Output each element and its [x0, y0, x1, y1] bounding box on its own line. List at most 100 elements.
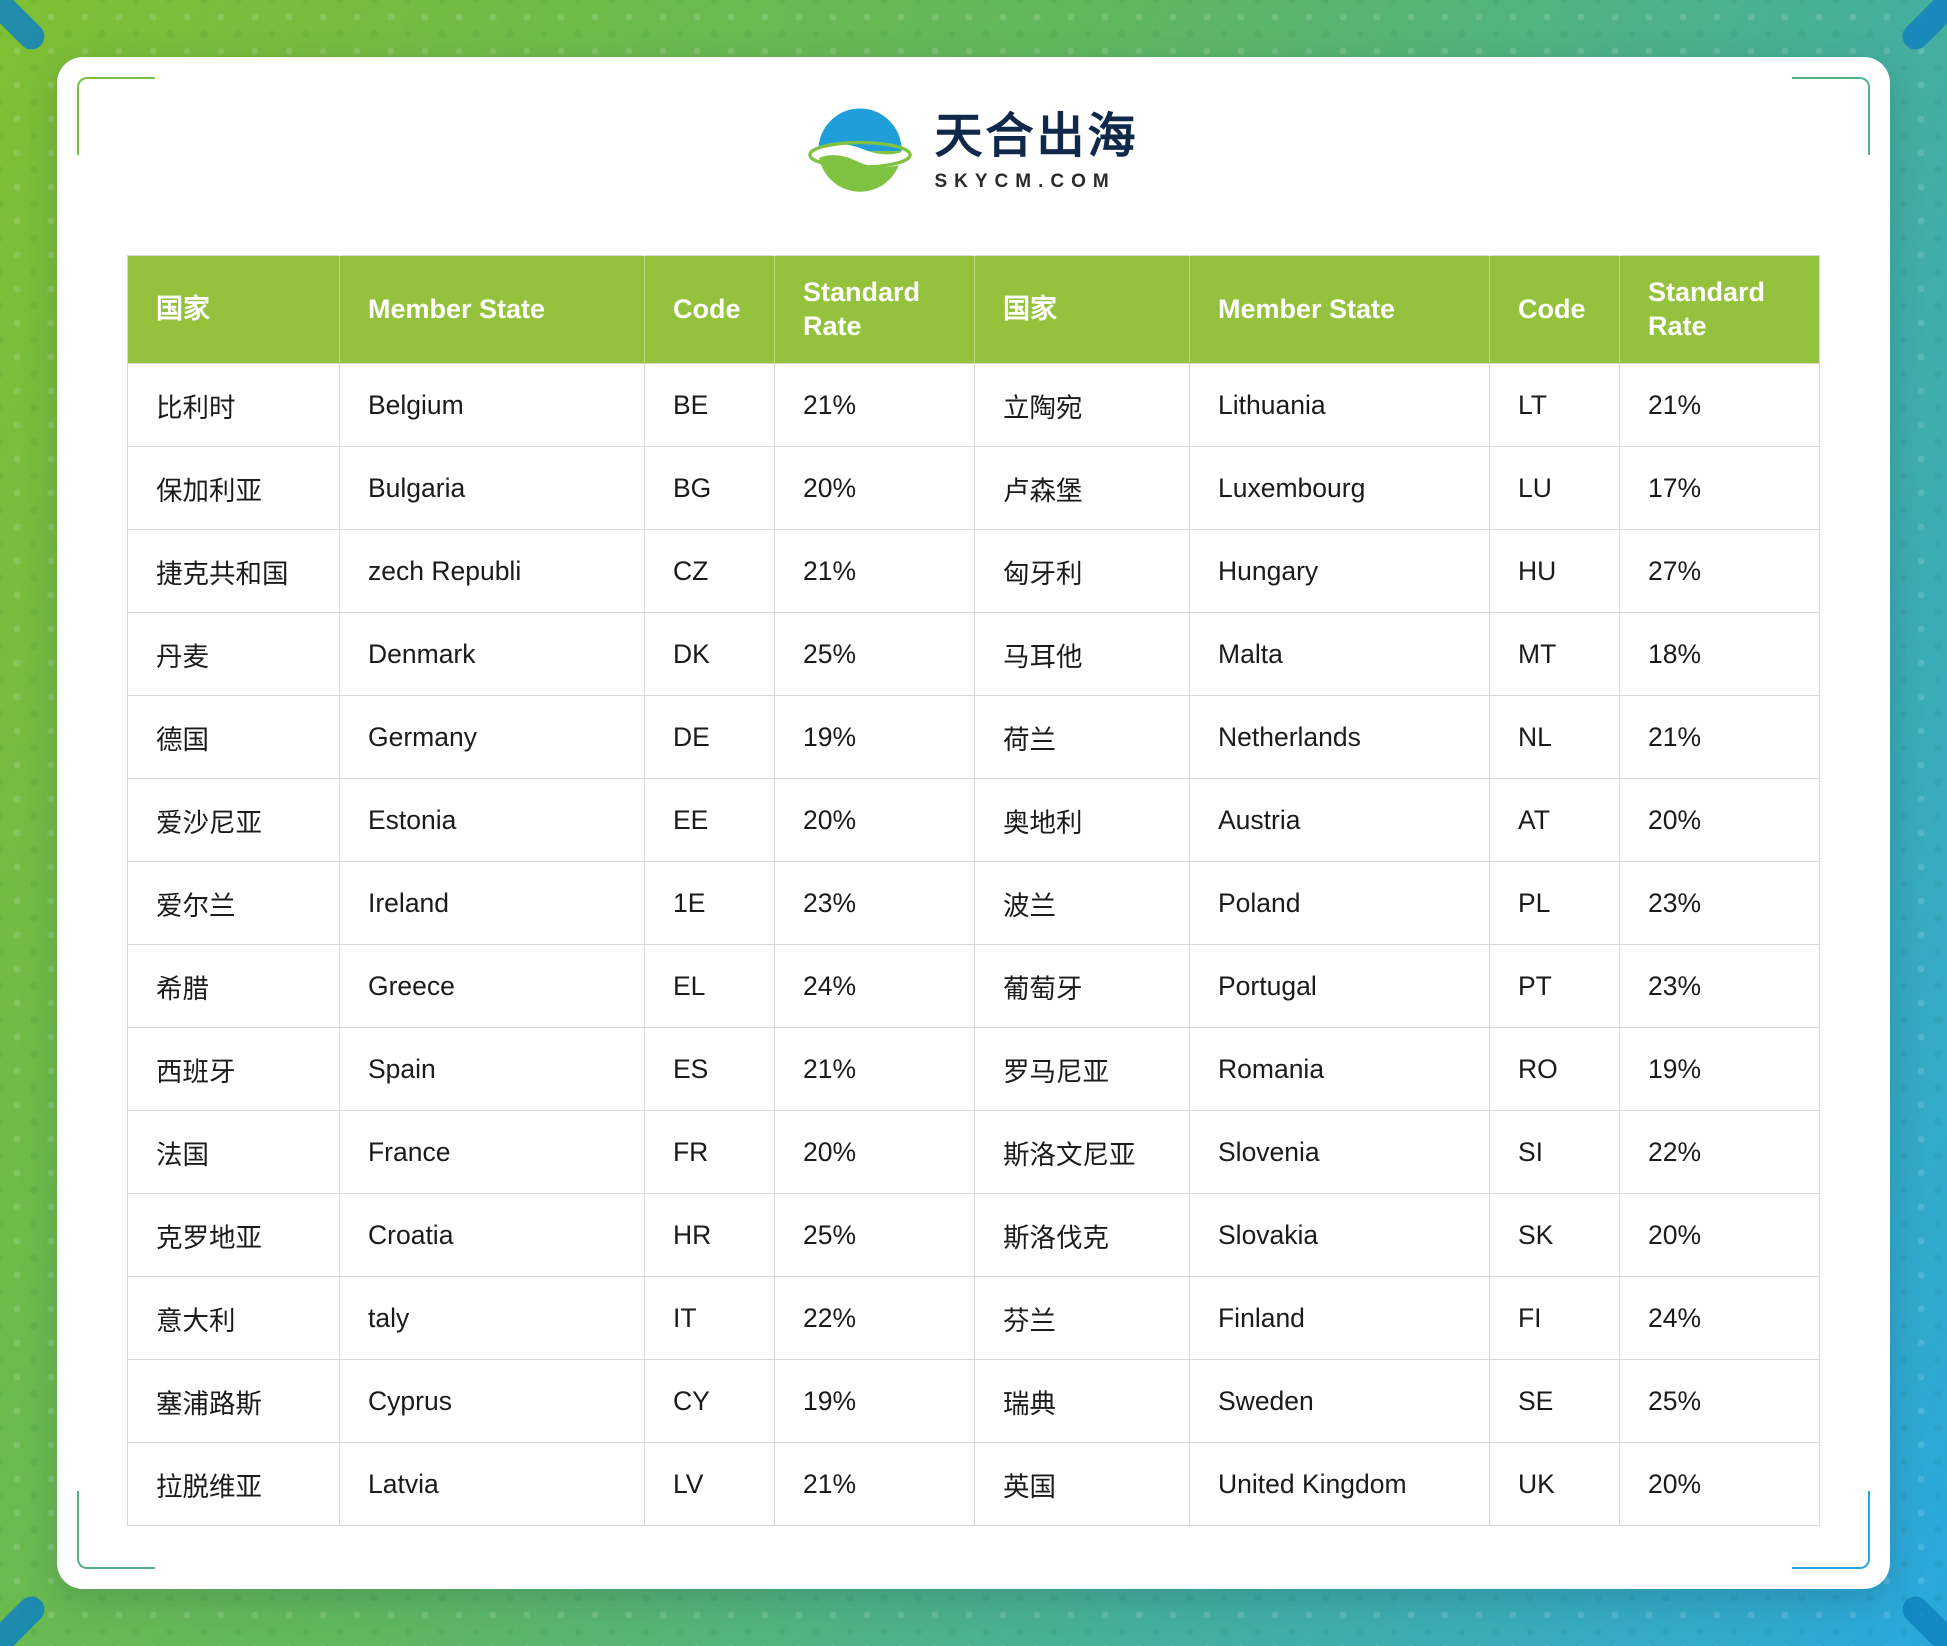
table-row: 丹麦 Denmark DK 25% 马耳他 Malta MT 18% — [127, 612, 1820, 696]
standard-rate-cell: 21% — [774, 1027, 975, 1111]
corner-ornament — [0, 1591, 50, 1646]
member-state-cell: Poland — [1189, 861, 1490, 945]
table-row: 希腊 Greece EL 24% 葡萄牙 Portugal PT 23% — [127, 944, 1820, 1028]
member-state-cell: Sweden — [1189, 1359, 1490, 1443]
country-cn-cell: 斯洛伐克 — [974, 1193, 1190, 1277]
code-cell: HU — [1489, 529, 1620, 613]
table-row: 意大利 taly IT 22% 芬兰 Finland FI 24% — [127, 1276, 1820, 1360]
member-state-cell: Greece — [339, 944, 645, 1028]
code-cell: AT — [1489, 778, 1620, 862]
code-cell: IT — [644, 1276, 775, 1360]
member-state-cell: Latvia — [339, 1442, 645, 1526]
member-state-cell: zech Republi — [339, 529, 645, 613]
standard-rate-cell: 25% — [774, 612, 975, 696]
country-cn-cell: 法国 — [127, 1110, 340, 1194]
standard-rate-cell: 20% — [1619, 1193, 1820, 1277]
country-cn-cell: 马耳他 — [974, 612, 1190, 696]
column-header: Code — [1489, 255, 1620, 364]
standard-rate-cell: 23% — [1619, 861, 1820, 945]
country-cn-cell: 德国 — [127, 695, 340, 779]
code-cell: NL — [1489, 695, 1620, 779]
member-state-cell: Slovenia — [1189, 1110, 1490, 1194]
table-row: 爱尔兰 Ireland 1E 23% 波兰 Poland PL 23% — [127, 861, 1820, 945]
standard-rate-cell: 23% — [1619, 944, 1820, 1028]
code-cell: 1E — [644, 861, 775, 945]
country-cn-cell: 奥地利 — [974, 778, 1190, 862]
column-header: Member State — [1189, 255, 1490, 364]
member-state-cell: Spain — [339, 1027, 645, 1111]
member-state-cell: Romania — [1189, 1027, 1490, 1111]
member-state-cell: Malta — [1189, 612, 1490, 696]
code-cell: PT — [1489, 944, 1620, 1028]
standard-rate-cell: 24% — [1619, 1276, 1820, 1360]
code-cell: SE — [1489, 1359, 1620, 1443]
member-state-cell: Ireland — [339, 861, 645, 945]
member-state-cell: Finland — [1189, 1276, 1490, 1360]
country-cn-cell: 希腊 — [127, 944, 340, 1028]
column-header: Code — [644, 255, 775, 364]
member-state-cell: taly — [339, 1276, 645, 1360]
code-cell: DE — [644, 695, 775, 779]
code-cell: FR — [644, 1110, 775, 1194]
member-state-cell: Germany — [339, 695, 645, 779]
member-state-cell: Belgium — [339, 363, 645, 447]
code-cell: DK — [644, 612, 775, 696]
standard-rate-cell: 21% — [1619, 363, 1820, 447]
country-cn-cell: 爱尔兰 — [127, 861, 340, 945]
standard-rate-cell: 21% — [774, 1442, 975, 1526]
country-cn-cell: 波兰 — [974, 861, 1190, 945]
code-cell: SI — [1489, 1110, 1620, 1194]
country-cn-cell: 塞浦路斯 — [127, 1359, 340, 1443]
country-cn-cell: 芬兰 — [974, 1276, 1190, 1360]
standard-rate-cell: 19% — [774, 1359, 975, 1443]
standard-rate-cell: 20% — [1619, 1442, 1820, 1526]
code-cell: PL — [1489, 861, 1620, 945]
table-row: 法国 France FR 20% 斯洛文尼亚 Slovenia SI 22% — [127, 1110, 1820, 1194]
corner-ornament — [0, 0, 50, 55]
code-cell: EE — [644, 778, 775, 862]
code-cell: CY — [644, 1359, 775, 1443]
code-cell: LV — [644, 1442, 775, 1526]
country-cn-cell: 匈牙利 — [974, 529, 1190, 613]
standard-rate-cell: 17% — [1619, 446, 1820, 530]
code-cell: MT — [1489, 612, 1620, 696]
member-state-cell: Portugal — [1189, 944, 1490, 1028]
member-state-cell: Lithuania — [1189, 363, 1490, 447]
table-row: 保加利亚 Bulgaria BG 20% 卢森堡 Luxembourg LU 17% — [127, 446, 1820, 530]
standard-rate-cell: 20% — [774, 446, 975, 530]
country-cn-cell: 比利时 — [127, 363, 340, 447]
code-cell: LU — [1489, 446, 1620, 530]
code-cell: EL — [644, 944, 775, 1028]
member-state-cell: France — [339, 1110, 645, 1194]
country-cn-cell: 克罗地亚 — [127, 1193, 340, 1277]
member-state-cell: Estonia — [339, 778, 645, 862]
standard-rate-cell: 20% — [774, 1110, 975, 1194]
country-cn-cell: 拉脱维亚 — [127, 1442, 340, 1526]
code-cell: FI — [1489, 1276, 1620, 1360]
table-head-row: 国家 Member State Code Standard Rate 国家 Member … — [127, 255, 1820, 364]
standard-rate-cell: 19% — [1619, 1027, 1820, 1111]
code-cell: RO — [1489, 1027, 1620, 1111]
code-cell: BG — [644, 446, 775, 530]
brand-name: 天合出海 — [934, 109, 1139, 163]
standard-rate-cell: 20% — [1619, 778, 1820, 862]
member-state-cell: United Kingdom — [1189, 1442, 1490, 1526]
globe-logo-icon — [808, 100, 913, 204]
standard-rate-cell: 23% — [774, 861, 975, 945]
member-state-cell: Bulgaria — [339, 446, 645, 530]
code-cell: ES — [644, 1027, 775, 1111]
standard-rate-cell: 25% — [774, 1193, 975, 1277]
vat-rate-table: 国家 Member State Code Standard Rate 国家 Member … — [127, 255, 1820, 1526]
country-cn-cell: 丹麦 — [127, 612, 340, 696]
standard-rate-cell: 20% — [774, 778, 975, 862]
column-header: Standard Rate — [774, 255, 975, 364]
standard-rate-cell: 19% — [774, 695, 975, 779]
column-header: 国家 — [974, 255, 1190, 364]
country-cn-cell: 罗马尼亚 — [974, 1027, 1190, 1111]
country-cn-cell: 爱沙尼亚 — [127, 778, 340, 862]
country-cn-cell: 西班牙 — [127, 1027, 340, 1111]
code-cell: UK — [1489, 1442, 1620, 1526]
table-body: 比利时 Belgium BE 21% 立陶宛 Lithuania LT 21% 保加利亚 Bulg… — [127, 363, 1820, 1526]
country-cn-cell: 保加利亚 — [127, 446, 340, 530]
